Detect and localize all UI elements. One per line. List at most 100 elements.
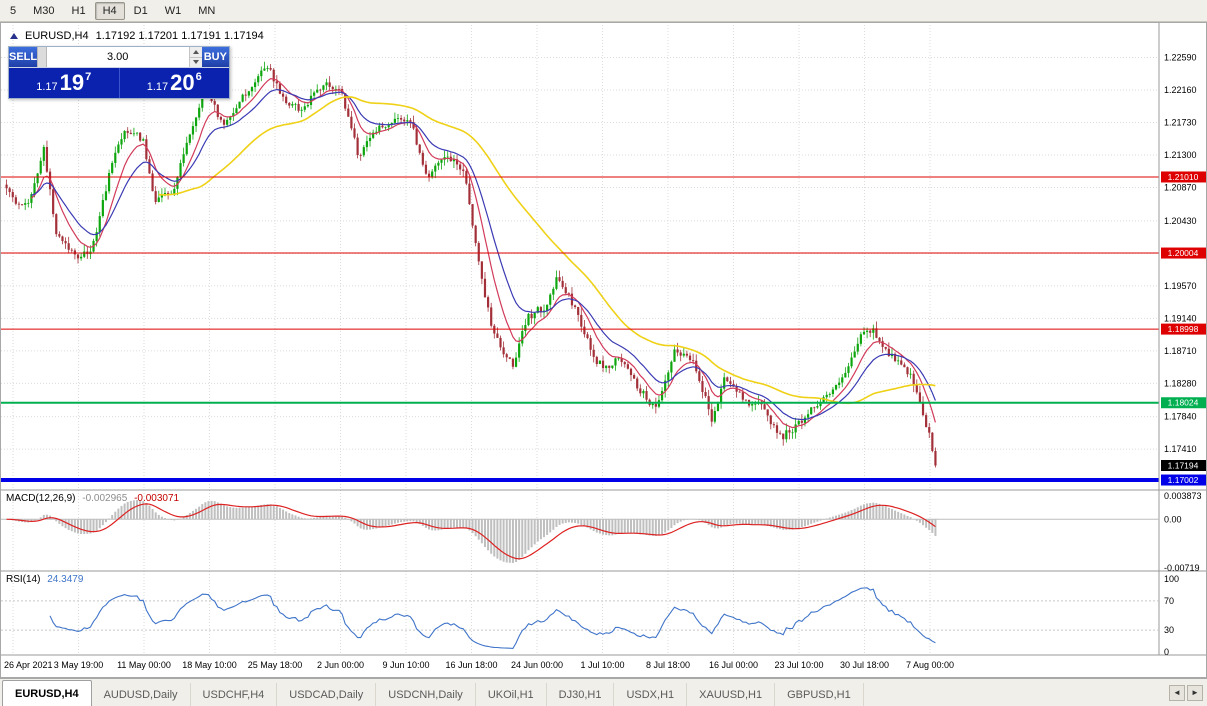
timeframe-button-w1[interactable]: W1 (164, 4, 182, 17)
chart-tabs: EURUSD,H4 AUDUSD,Daily USDCHF,H4 USDCAD,Dai… (0, 679, 864, 706)
macd-main-value: -0.002965 (82, 493, 128, 504)
svg-text:25 May 18:00: 25 May 18:00 (248, 660, 303, 670)
price-tag: 1.17002 (1161, 474, 1206, 486)
buy-price-display[interactable]: 1.17 20 6 (118, 68, 230, 98)
candles (5, 61, 937, 468)
timeframe-button-d1[interactable]: D1 (133, 4, 148, 17)
svg-text:-0.00719: -0.00719 (1164, 563, 1200, 573)
svg-text:11 May 00:00: 11 May 00:00 (117, 660, 171, 670)
svg-text:1.17002: 1.17002 (1168, 475, 1199, 485)
svg-text:1.21010: 1.21010 (1168, 172, 1199, 182)
svg-text:26 Apr 2021: 26 Apr 2021 (4, 660, 53, 670)
tab-xauusd-h1[interactable]: XAUUSD,H1 (687, 683, 776, 706)
macd-name: MACD(12,26,9) (6, 493, 76, 504)
svg-text:1.22160: 1.22160 (1164, 85, 1197, 95)
svg-text:1.18710: 1.18710 (1164, 346, 1197, 356)
svg-text:8 Jul 18:00: 8 Jul 18:00 (646, 660, 690, 670)
svg-text:1.18280: 1.18280 (1164, 378, 1197, 388)
chart-canvas[interactable]: 1.22590 1.22160 1.21730 1.21300 1.20870 1.204… (1, 23, 1206, 677)
tab-gbpusd-h1[interactable]: GBPUSD,H1 (775, 683, 864, 706)
tab-ukoil-h1[interactable]: UKOil,H1 (476, 683, 547, 706)
rsi-panel (1, 587, 1159, 649)
svg-text:1.21300: 1.21300 (1164, 150, 1197, 160)
price-tag: 1.18998 (1161, 323, 1206, 335)
macd-panel (1, 500, 1159, 563)
buy-price-big: 20 (170, 70, 195, 95)
tab-usdx-h1[interactable]: USDX,H1 (614, 683, 688, 706)
svg-text:1.20870: 1.20870 (1164, 183, 1197, 193)
buy-price-prefix: 1.17 (146, 80, 169, 93)
timeframe-button-m30[interactable]: M30 (33, 4, 55, 17)
svg-text:70: 70 (1164, 596, 1174, 606)
svg-text:23 Jul 10:00: 23 Jul 10:00 (774, 660, 823, 670)
tabs-scroll-right-button[interactable]: ► (1187, 684, 1203, 701)
timeframe-button-mn[interactable]: MN (198, 4, 216, 17)
price-axis: 1.22590 1.22160 1.21730 1.21300 1.20870 1.204… (1164, 53, 1202, 657)
svg-text:1.22590: 1.22590 (1164, 53, 1197, 63)
timeframe-button-h4[interactable]: H4 (94, 1, 125, 20)
svg-text:1.17840: 1.17840 (1164, 412, 1197, 422)
chart-grid (1, 25, 1159, 655)
macd-signal-line (6, 503, 936, 560)
svg-text:1.17410: 1.17410 (1164, 444, 1197, 454)
svg-text:0.003873: 0.003873 (1164, 491, 1202, 501)
price-tag: 1.21010 (1161, 171, 1206, 183)
rsi-line (49, 587, 936, 649)
sell-button[interactable]: SELL (9, 47, 38, 67)
svg-text:1 Jul 10:00: 1 Jul 10:00 (580, 660, 624, 670)
macd-signal-value: -0.003071 (134, 493, 180, 504)
chart-title: EURUSD,H4 1.17192 1.17201 1.17191 1.1719… (10, 30, 264, 42)
buy-button[interactable]: BUY (201, 47, 229, 67)
tab-audusd-daily[interactable]: AUDUSD,Daily (92, 683, 191, 706)
svg-text:1.21730: 1.21730 (1164, 118, 1197, 128)
tab-dj30-h1[interactable]: DJ30,H1 (547, 683, 615, 706)
tabs-scroll-left-button[interactable]: ◄ (1169, 684, 1185, 701)
svg-text:24 Jun 00:00: 24 Jun 00:00 (511, 660, 563, 670)
svg-text:1.20430: 1.20430 (1164, 216, 1197, 226)
sell-price-big: 19 (59, 70, 85, 95)
svg-text:30 Jul 18:00: 30 Jul 18:00 (840, 660, 889, 670)
panel-separators (1, 23, 1206, 656)
svg-text:9 Jun 10:00: 9 Jun 10:00 (382, 660, 429, 670)
price-tag: 1.20004 (1161, 247, 1206, 259)
timeframe-button-5[interactable]: 5 (10, 4, 17, 17)
ma-line-ema18 (31, 88, 936, 421)
chart-ohlc-values: 1.17192 1.17201 1.17191 1.17194 (95, 30, 264, 42)
sell-price-display[interactable]: 1.17 19 7 (9, 68, 119, 98)
lot-increase-button[interactable] (189, 47, 202, 57)
svg-text:30: 30 (1164, 625, 1174, 635)
price-level-lines (1, 176, 1159, 483)
svg-text:3 May 19:00: 3 May 19:00 (54, 660, 104, 670)
svg-text:16 Jul 00:00: 16 Jul 00:00 (709, 660, 758, 670)
svg-text:1.19140: 1.19140 (1164, 313, 1197, 323)
svg-text:0.00: 0.00 (1164, 514, 1182, 524)
tab-usdcad-daily[interactable]: USDCAD,Daily (277, 683, 377, 706)
lot-spinner (188, 47, 202, 67)
svg-text:7 Aug 00:00: 7 Aug 00:00 (906, 660, 954, 670)
sell-price-prefix: 1.17 (36, 80, 58, 93)
lot-size-group (46, 47, 202, 67)
oneclick-collapse-icon[interactable] (10, 33, 18, 39)
rsi-label: RSI(14) 24.3479 (6, 574, 83, 585)
tabbar-arrows: ◄ ► (1169, 679, 1207, 706)
tab-usdchf-h4[interactable]: USDCHF,H4 (191, 683, 278, 706)
svg-text:2 Jun 00:00: 2 Jun 00:00 (317, 660, 364, 670)
lot-options-button[interactable] (37, 47, 47, 67)
rsi-name: RSI(14) (6, 574, 41, 585)
tab-usdcnh-daily[interactable]: USDCNH,Daily (376, 683, 476, 706)
chart-window: 1.22590 1.22160 1.21730 1.21300 1.20870 1.204… (0, 22, 1207, 678)
lot-size-input[interactable] (46, 47, 189, 67)
rsi-value: 24.3479 (47, 574, 84, 585)
svg-text:1.17194: 1.17194 (1168, 461, 1199, 471)
lot-decrease-button[interactable] (189, 56, 202, 67)
svg-text:1.18024: 1.18024 (1168, 398, 1199, 408)
svg-text:1.20004: 1.20004 (1168, 248, 1199, 258)
sell-price-sup: 7 (85, 71, 92, 83)
price-tag: 1.17194 (1161, 460, 1206, 472)
timeframe-button-h1[interactable]: H1 (71, 4, 86, 17)
ma-line-sma50 (158, 96, 936, 405)
svg-text:16 Jun 18:00: 16 Jun 18:00 (445, 660, 497, 670)
tab-eurusd-h4[interactable]: EURUSD,H4 (2, 680, 92, 706)
chart-tabbar: EURUSD,H4 AUDUSD,Daily USDCHF,H4 USDCAD,Dai… (0, 678, 1207, 706)
svg-text:0: 0 (1164, 647, 1169, 657)
